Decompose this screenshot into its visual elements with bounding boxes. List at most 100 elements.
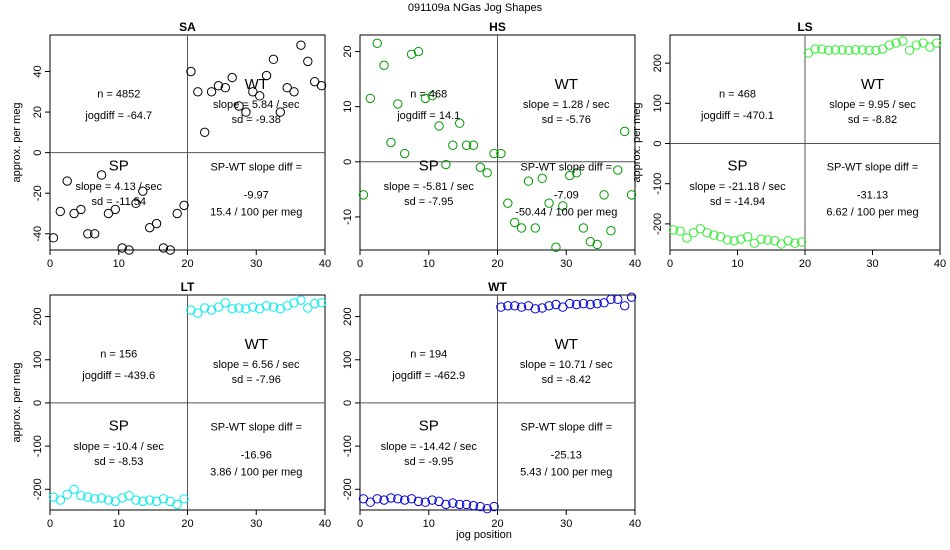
wt-label: WT: [861, 76, 884, 93]
data-point: [261, 70, 272, 81]
n-label: n = 156: [100, 348, 137, 360]
data-point: [613, 165, 623, 175]
data-point: [282, 83, 292, 93]
panel-title: LS: [797, 20, 812, 34]
data-point: [76, 204, 86, 215]
data-point: [695, 224, 706, 234]
y-tick-label: -10: [342, 209, 354, 225]
data-point: [454, 499, 465, 510]
data-point: [131, 495, 141, 505]
data-point: [489, 148, 499, 159]
data-point: [399, 495, 410, 505]
data-point: [571, 168, 582, 178]
panel-ls: LS 0 10 20 30 40 -200 -100 0 100 200 approx. per me…: [631, 20, 946, 270]
data-point: [144, 222, 155, 233]
y-tick-label: 100: [32, 351, 44, 369]
data-point: [69, 208, 79, 219]
data-point: [386, 493, 396, 503]
n-label: n = 468: [410, 88, 447, 100]
n-label: n = 468: [719, 88, 756, 100]
data-point: [796, 237, 807, 247]
data-point: [179, 494, 189, 504]
y-tick-label: 100: [652, 94, 664, 112]
data-point: [62, 489, 72, 500]
y-tick-label: 40: [32, 65, 44, 77]
x-tick-label: 40: [934, 258, 946, 270]
data-point: [682, 233, 692, 243]
data-point: [309, 298, 320, 309]
x-tick-label: 20: [181, 258, 193, 270]
sp-label: SP: [109, 417, 129, 434]
data-point: [227, 72, 237, 83]
slope-diff-title: SP-WT slope diff =: [520, 161, 612, 173]
data-point: [904, 45, 915, 55]
data-point: [172, 208, 182, 219]
data-point: [220, 83, 231, 93]
data-point: [448, 140, 458, 150]
data-point: [289, 298, 299, 308]
jogdiff-label: jogdiff = -462.9: [391, 370, 465, 382]
y-tick-label: -200: [32, 478, 44, 500]
data-point: [199, 127, 210, 138]
data-point: [365, 93, 376, 104]
data-point: [83, 229, 93, 239]
slope-diff-value: -9.97: [244, 189, 269, 201]
x-tick-label: 10: [113, 258, 125, 270]
y-tick-label: 20: [342, 45, 354, 57]
data-point: [254, 91, 265, 101]
data-point: [482, 504, 492, 514]
data-point: [165, 245, 176, 255]
data-point: [227, 304, 237, 314]
y-tick-label: 200: [32, 307, 44, 325]
y-tick-label: 10: [342, 101, 354, 113]
data-point: [193, 87, 203, 97]
data-point: [406, 49, 417, 59]
x-tick-label: 0: [357, 518, 363, 530]
figure-x-label: jog position: [455, 529, 512, 541]
x-tick-label: 20: [799, 258, 811, 270]
y-tick-label: 200: [652, 54, 664, 72]
data-point: [96, 170, 107, 180]
data-point: [803, 48, 814, 58]
data-point: [151, 218, 162, 229]
data-point: [475, 162, 486, 173]
x-tick-label: 10: [113, 518, 125, 530]
y-tick-label: 0: [32, 150, 44, 156]
sp-slope-label: slope = -14.42 / sec: [381, 441, 478, 453]
x-tick-label: 40: [319, 258, 331, 270]
wt-sd-label: sd = -7.96: [232, 374, 281, 386]
panel-sa: SA 0 10 20 30 40 -40 -20 0 20 40 approx. per meg n =…: [11, 20, 331, 270]
data-point: [117, 243, 127, 253]
data-point: [475, 501, 486, 512]
data-point: [303, 303, 313, 313]
data-point: [606, 226, 616, 236]
jogdiff-label: jogdiff = -439.6: [81, 370, 155, 382]
data-point: [461, 499, 472, 510]
data-point: [551, 299, 561, 310]
y-tick-label: 0: [32, 400, 44, 406]
data-point: [763, 235, 773, 245]
data-point: [399, 148, 410, 159]
sp-slope-label: slope = -10.4 / sec: [74, 441, 165, 453]
data-point: [69, 484, 79, 494]
wt-label: WT: [245, 336, 268, 353]
data-point: [496, 148, 506, 159]
data-point: [316, 298, 327, 308]
data-point: [461, 140, 472, 150]
data-point: [749, 238, 760, 248]
data-point: [220, 298, 231, 308]
wt-slope-label: slope = 9.95 / sec: [829, 99, 916, 111]
data-point: [898, 36, 908, 46]
data-point: [844, 45, 854, 55]
data-point: [358, 190, 369, 200]
sp-label: SP: [109, 157, 129, 174]
data-point: [592, 239, 602, 250]
data-point: [172, 499, 182, 510]
data-point: [756, 234, 766, 244]
data-point: [55, 206, 66, 217]
data-point: [516, 302, 527, 312]
y-axis-label: approx. per meg: [631, 102, 643, 182]
data-point: [877, 44, 888, 54]
